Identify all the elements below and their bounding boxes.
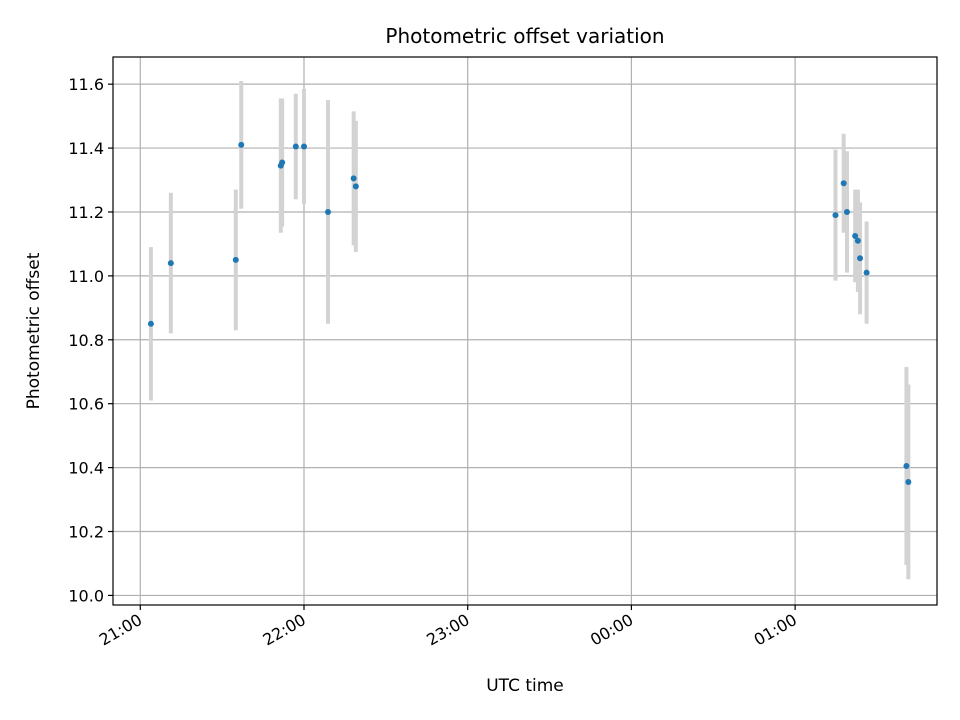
data-point bbox=[840, 180, 847, 187]
data-point bbox=[905, 478, 912, 485]
y-tick-label: 10.8 bbox=[68, 331, 104, 350]
chart-title: Photometric offset variation bbox=[385, 24, 664, 48]
data-point bbox=[857, 255, 864, 262]
data-point bbox=[147, 320, 154, 327]
data-points bbox=[147, 141, 912, 485]
y-tick-label: 10.0 bbox=[68, 586, 104, 605]
y-axis: 10.0 10.2 10.4 10.6 10.8 11.0 11.2 11.4 11.6 bbox=[68, 75, 113, 605]
data-point bbox=[854, 237, 861, 244]
y-tick-label: 10.6 bbox=[68, 395, 104, 414]
data-point bbox=[843, 208, 850, 215]
data-point bbox=[238, 141, 245, 148]
y-tick-label: 10.2 bbox=[68, 523, 104, 542]
data-point bbox=[350, 175, 357, 182]
data-point bbox=[863, 269, 870, 276]
data-point bbox=[852, 232, 859, 239]
plot-frame bbox=[112, 56, 938, 606]
y-tick-label: 11.6 bbox=[68, 75, 104, 94]
data-point bbox=[279, 159, 286, 166]
data-point bbox=[232, 256, 239, 263]
data-point bbox=[832, 212, 839, 219]
data-point bbox=[352, 183, 359, 190]
y-tick-label: 10.4 bbox=[68, 459, 104, 478]
data-point bbox=[167, 260, 174, 267]
y-tick-label: 11.0 bbox=[68, 267, 104, 286]
y-tick-label: 11.4 bbox=[68, 139, 104, 158]
data-point bbox=[292, 143, 299, 150]
data-point bbox=[903, 463, 910, 470]
data-point bbox=[325, 208, 332, 215]
y-tick-label: 11.2 bbox=[68, 203, 104, 222]
data-point bbox=[300, 143, 307, 150]
y-axis-label: Photometric offset bbox=[24, 252, 44, 409]
x-axis-label: UTC time bbox=[486, 676, 564, 696]
